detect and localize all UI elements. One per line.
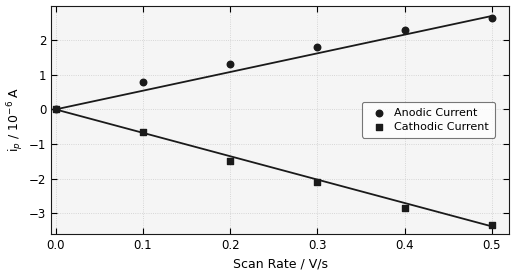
Cathodic Current xyxy=(226,159,234,164)
Cathodic Current xyxy=(52,107,60,112)
Y-axis label: i$_p$ / 10$^{-6}$ A: i$_p$ / 10$^{-6}$ A xyxy=(6,87,26,152)
Anodic Current xyxy=(226,62,234,67)
Anodic Current xyxy=(401,28,409,32)
Cathodic Current xyxy=(313,180,321,184)
Cathodic Current xyxy=(139,130,147,134)
Anodic Current xyxy=(139,79,147,84)
Anodic Current xyxy=(52,107,60,112)
Cathodic Current xyxy=(401,206,409,210)
Legend: Anodic Current, Cathodic Current: Anodic Current, Cathodic Current xyxy=(362,102,495,137)
Anodic Current xyxy=(488,15,496,20)
Anodic Current xyxy=(313,45,321,49)
Cathodic Current xyxy=(488,223,496,228)
X-axis label: Scan Rate / V/s: Scan Rate / V/s xyxy=(233,258,328,270)
